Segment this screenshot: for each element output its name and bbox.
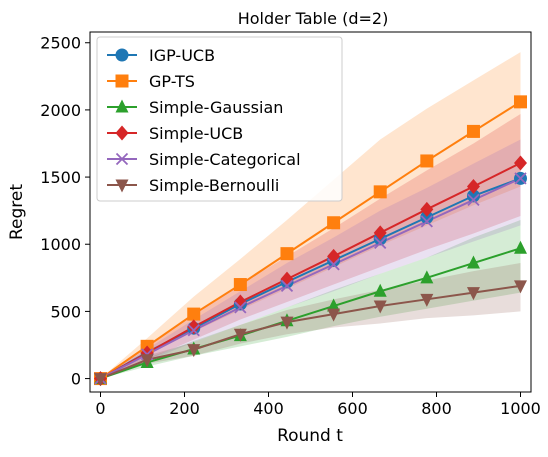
legend-marker-simple-bernoulli (115, 179, 129, 193)
x-tick-label: 1000 (500, 399, 541, 418)
line-simple-categorical (100, 177, 521, 380)
point-simple-bernoulli (327, 308, 341, 322)
legend-label-simple-ucb: Simple-UCB (149, 124, 243, 143)
point-gp-ts (187, 307, 201, 321)
line-simple-bernoulli (100, 284, 521, 380)
point-simple-bernoulli (233, 328, 247, 342)
band-simple-bernoulli (100, 263, 521, 379)
x-tick-label: 600 (337, 399, 368, 418)
point-simple-categorical (420, 215, 433, 228)
chart-title: Holder Table (d=2) (238, 9, 389, 28)
x-tick-label: 800 (421, 399, 452, 418)
band-simple-ucb (100, 113, 521, 379)
x-axis-label: Round t (277, 426, 343, 446)
point-gp-ts (327, 216, 341, 230)
point-igp-ucb (420, 210, 434, 224)
point-gp-ts (420, 154, 434, 168)
legend-label-igp-ucb: IGP-UCB (149, 46, 215, 65)
y-axis: 0 500 1000 1500 2000 2500 (40, 34, 90, 389)
y-tick-label: 500 (50, 302, 81, 321)
y-tick-label: 1000 (40, 235, 81, 254)
point-simple-ucb (373, 225, 387, 241)
x-tick-label: 400 (253, 399, 284, 418)
legend-label-gp-ts: GP-TS (149, 72, 195, 91)
point-simple-gaussian (514, 240, 527, 254)
point-simple-ucb (466, 178, 480, 194)
series-markers (94, 95, 527, 387)
point-simple-categorical (280, 279, 294, 293)
x-axis: 0 200 400 600 800 1000 (95, 392, 541, 418)
point-simple-ucb (187, 319, 201, 335)
y-tick-label: 0 (71, 370, 81, 389)
point-simple-bernoulli (280, 316, 294, 330)
point-simple-ucb (420, 201, 434, 217)
legend-label-simple-gaussian: Simple-Gaussian (149, 98, 283, 117)
legend-marker-igp-ucb (115, 48, 129, 62)
line-gp-ts (99, 101, 522, 380)
point-simple-bernoulli (94, 373, 107, 387)
point-gp-ts (280, 247, 294, 261)
legend: IGP-UCB GP-TS Simple-Gaussian Simple-UCB Sim… (96, 36, 343, 202)
point-simple-bernoulli (187, 344, 201, 358)
x-tick-label: 200 (169, 399, 200, 418)
point-simple-categorical (514, 172, 527, 185)
legend-marker-simple-gaussian (115, 99, 129, 113)
y-tick-label: 2000 (40, 101, 81, 120)
y-axis-label: Regret (7, 184, 27, 240)
point-simple-gaussian (373, 283, 387, 297)
legend-label-simple-bernoulli: Simple-Bernoulli (149, 176, 279, 195)
y-tick-label: 2500 (40, 34, 81, 53)
point-simple-gaussian (420, 270, 434, 284)
point-simple-bernoulli (466, 287, 480, 301)
point-gp-ts (373, 185, 387, 199)
legend-marker-simple-categorical (115, 152, 129, 166)
legend-marker-gp-ts (115, 74, 129, 88)
point-simple-categorical (327, 258, 340, 271)
point-simple-bernoulli (514, 280, 527, 294)
point-gp-ts (466, 124, 480, 138)
point-simple-categorical (374, 236, 387, 250)
point-simple-gaussian (327, 298, 341, 312)
point-simple-bernoulli (373, 300, 387, 314)
point-simple-bernoulli (140, 354, 154, 368)
point-simple-categorical (187, 324, 200, 337)
band-gp-ts (100, 52, 521, 379)
point-simple-categorical (234, 301, 247, 314)
point-simple-ucb (514, 155, 527, 171)
point-simple-categorical (467, 193, 480, 207)
point-gp-ts (514, 95, 527, 109)
point-igp-ucb (466, 189, 480, 203)
legend-box (96, 36, 343, 202)
line-simple-ucb (100, 162, 521, 380)
point-simple-bernoulli (420, 293, 434, 307)
point-simple-gaussian (466, 255, 480, 269)
point-gp-ts (233, 278, 247, 292)
confidence-bands (100, 52, 521, 379)
series-lines (99, 101, 522, 380)
band-simple-categorical (100, 139, 521, 379)
legend-marker-simple-ucb (115, 125, 129, 141)
plot-frame (89, 31, 532, 393)
x-tick-label: 0 (95, 399, 105, 418)
y-tick-label: 1500 (40, 168, 81, 187)
band-simple-gaussian (100, 220, 521, 379)
legend-label-simple-categorical: Simple-Categorical (149, 150, 301, 169)
point-simple-ucb (233, 294, 247, 310)
